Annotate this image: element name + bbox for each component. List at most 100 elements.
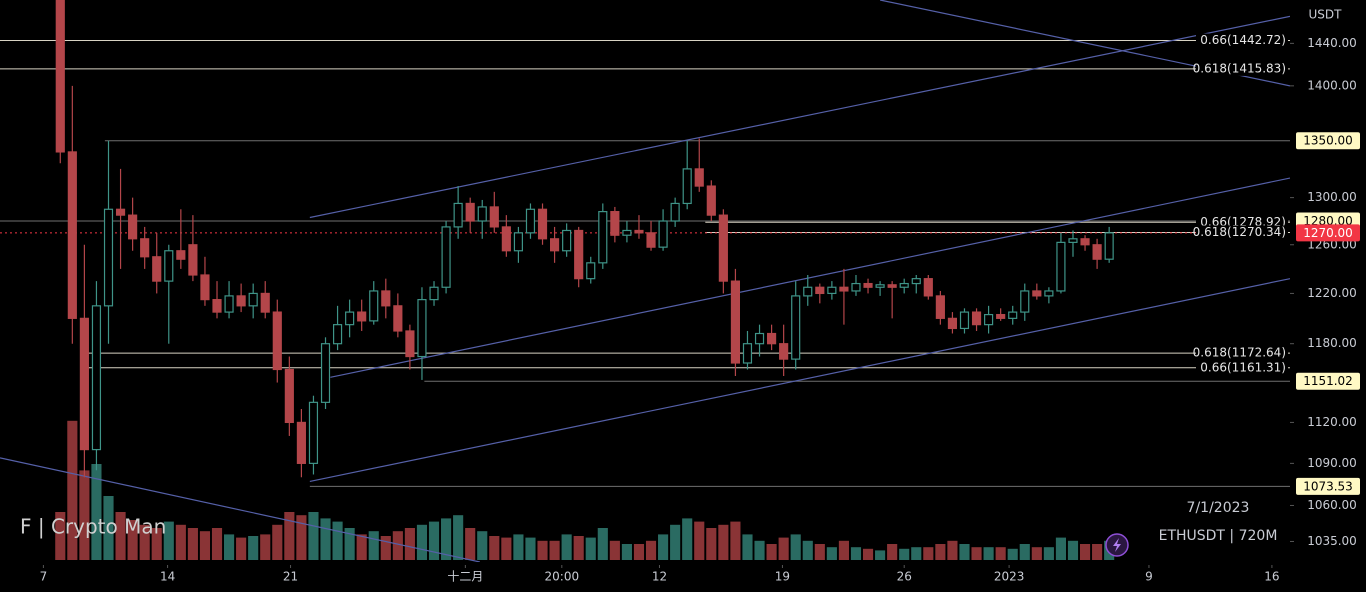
candle-body	[345, 311, 355, 326]
x-tick-label: 7	[40, 570, 48, 584]
candle-body	[706, 185, 716, 216]
fib-label: 0.618(1172.64)	[1193, 346, 1286, 360]
volume-bar	[645, 540, 657, 560]
volume-bar	[947, 540, 958, 560]
volume-bar	[392, 531, 403, 560]
candle-body	[899, 282, 909, 288]
x-tick-label: 20:00	[545, 570, 580, 584]
candle-body	[176, 250, 186, 260]
volume-bar	[826, 547, 837, 560]
fib-label-bg	[1196, 33, 1288, 48]
candle-body	[501, 226, 511, 252]
volume-bar	[778, 537, 789, 560]
candle-body	[417, 299, 427, 358]
price-box	[1296, 477, 1360, 495]
y-tick-label: 1400.00	[1307, 78, 1357, 92]
volume-bar	[658, 534, 669, 560]
candle-body	[911, 278, 921, 285]
candle-body	[984, 313, 994, 326]
candle-body	[887, 284, 897, 288]
watermark: F | Crypto Man	[20, 515, 166, 539]
candle-body	[332, 324, 343, 345]
volume-bar	[284, 512, 295, 560]
volume-bar	[875, 550, 886, 560]
candle-body	[996, 313, 1006, 319]
candle-body	[1008, 311, 1018, 319]
volume-bar	[1079, 544, 1091, 560]
volume-bar	[236, 537, 247, 560]
candle-body	[200, 274, 210, 301]
candle-body	[754, 332, 765, 345]
volume-bar	[404, 528, 415, 560]
x-tick-label: 十二月	[447, 570, 483, 584]
x-tick-label: 2023	[994, 570, 1025, 584]
y-tick-label: 1440.00	[1307, 36, 1357, 50]
candle-body	[453, 202, 463, 228]
candle-body	[971, 311, 982, 326]
candle-body	[610, 211, 620, 236]
y-tick-label: 1035.00	[1307, 534, 1357, 548]
candle-body	[103, 208, 114, 307]
candle-body	[863, 282, 873, 288]
candle-body	[622, 229, 632, 236]
volume-bar	[477, 531, 488, 560]
y-tick-label: 1120.00	[1307, 415, 1357, 429]
candle-body	[574, 229, 584, 280]
fib-label-bg	[1196, 346, 1288, 361]
candle-body	[296, 421, 306, 464]
volume-bar	[838, 540, 849, 560]
candle-body	[369, 290, 379, 322]
candle-body	[357, 311, 367, 322]
candle-body	[1044, 290, 1054, 297]
candle-body	[465, 202, 475, 222]
volume-bar	[694, 521, 705, 560]
symbol: ETHUSDT | 720M	[1159, 528, 1278, 544]
candle-body	[236, 295, 246, 307]
volume-bar	[670, 524, 681, 560]
volume-bar	[1067, 540, 1079, 560]
candle-body	[718, 214, 728, 282]
candle-body	[381, 290, 391, 307]
volume-bar	[55, 512, 66, 560]
volume-bar	[959, 544, 970, 560]
volume-bar	[211, 528, 223, 560]
candle-body	[393, 305, 403, 332]
trendline	[330, 177, 1290, 378]
candle-body	[1092, 244, 1102, 260]
candle-body	[260, 292, 270, 313]
volume-bar	[802, 540, 813, 560]
candle-body	[634, 229, 644, 234]
volume-bar	[1019, 544, 1030, 560]
volume-bar	[428, 521, 440, 560]
candle-body	[164, 250, 174, 282]
volume-bar	[971, 547, 982, 560]
volume-bar	[416, 524, 428, 560]
volume-bar	[127, 520, 138, 560]
y-tick-label: 1300.00	[1307, 190, 1357, 204]
volume-bar	[67, 420, 78, 560]
currency: USDT	[1309, 8, 1343, 22]
volume-bar	[115, 512, 126, 560]
price-box-label: 1270.00	[1303, 226, 1353, 240]
candle-body	[91, 305, 102, 451]
y-tick-label: 1180.00	[1307, 336, 1357, 350]
candle-body	[248, 292, 258, 307]
price-box-label: 1073.53	[1303, 479, 1353, 493]
y-tick-label: 1090.00	[1307, 456, 1357, 470]
candle-body	[79, 317, 89, 451]
fib-label-bg	[1196, 360, 1288, 375]
trendline	[309, 15, 1290, 219]
candle-body	[1020, 290, 1030, 313]
fib-label-bg	[1196, 225, 1288, 240]
candle-body	[1056, 241, 1066, 292]
candle-body	[1068, 238, 1078, 243]
volume-bar	[272, 524, 283, 560]
volume-bar	[344, 528, 355, 560]
volume-bar	[91, 464, 102, 560]
candle-body	[779, 343, 789, 360]
candle-body	[1080, 238, 1090, 246]
volume-bar	[621, 544, 632, 560]
volume-bar	[633, 544, 645, 560]
volume-bar	[983, 547, 994, 560]
